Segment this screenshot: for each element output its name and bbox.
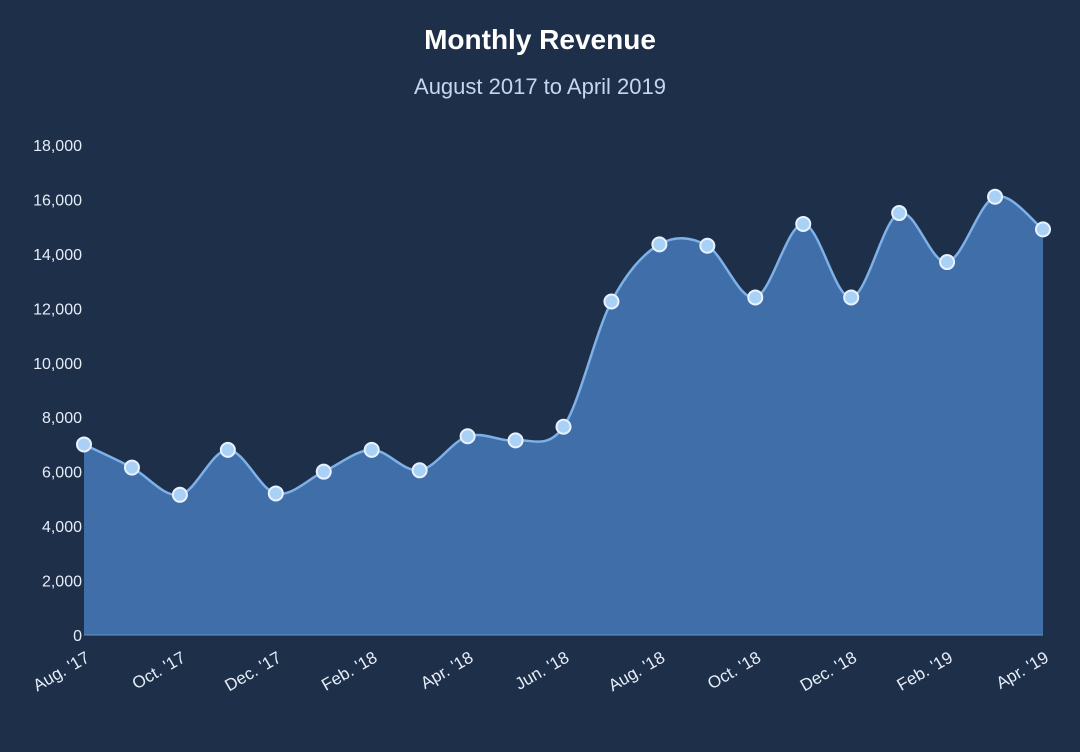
- x-tick-label: Dec. '18: [797, 648, 860, 695]
- data-point[interactable]: [603, 293, 620, 310]
- data-point[interactable]: [76, 436, 92, 453]
- data-point[interactable]: [939, 254, 956, 271]
- x-tick-label: Dec. '17: [222, 648, 285, 695]
- data-point[interactable]: [459, 428, 476, 445]
- data-point[interactable]: [747, 289, 764, 306]
- x-tick-label: Aug. '18: [605, 648, 668, 695]
- data-point[interactable]: [219, 441, 236, 458]
- chart-title: Monthly Revenue: [424, 24, 656, 55]
- y-tick-label: 4,000: [42, 519, 82, 536]
- y-tick-label: 8,000: [42, 410, 82, 427]
- data-point[interactable]: [555, 418, 572, 435]
- y-tick-label: 0: [73, 628, 82, 645]
- data-point[interactable]: [123, 459, 140, 476]
- data-point[interactable]: [411, 462, 428, 479]
- x-tick-label: Feb. '18: [318, 648, 380, 695]
- x-tick-label: Oct. '18: [704, 648, 764, 693]
- x-tick-label: Jun. '18: [512, 648, 573, 694]
- data-point[interactable]: [171, 486, 188, 503]
- y-tick-label: 10,000: [33, 356, 82, 373]
- y-tick-label: 16,000: [33, 192, 82, 209]
- x-tick-label: Oct. '17: [129, 648, 189, 693]
- data-point[interactable]: [267, 485, 284, 502]
- data-point[interactable]: [987, 188, 1004, 205]
- y-tick-label: 18,000: [33, 138, 82, 155]
- data-point[interactable]: [795, 215, 812, 232]
- data-point[interactable]: [699, 237, 716, 254]
- data-point[interactable]: [315, 463, 332, 480]
- x-axis: Aug. '17 Oct. '17 Dec. '17 Feb. '18 Apr. '18…: [30, 648, 1052, 695]
- y-axis: 0 2,000 4,000 6,000 8,000 10,000 12,000 14,000 1…: [33, 138, 82, 645]
- data-point[interactable]: [363, 441, 380, 458]
- area-layer: [83, 194, 1044, 636]
- y-tick-label: 2,000: [42, 574, 82, 591]
- y-tick-label: 6,000: [42, 465, 82, 482]
- series-area: [84, 196, 1043, 635]
- x-tick-label: Feb. '19: [894, 648, 956, 695]
- x-tick-label: Aug. '17: [30, 648, 93, 695]
- data-point[interactable]: [507, 432, 524, 449]
- chart-subtitle: August 2017 to April 2019: [414, 74, 666, 99]
- y-tick-label: 12,000: [33, 301, 82, 318]
- data-point[interactable]: [651, 236, 668, 253]
- y-tick-label: 14,000: [33, 247, 82, 264]
- x-tick-label: Apr. '18: [417, 648, 476, 693]
- data-point[interactable]: [1035, 221, 1051, 238]
- data-markers: [76, 188, 1051, 503]
- data-point[interactable]: [843, 289, 860, 306]
- x-tick-label: Apr. '19: [993, 648, 1052, 693]
- data-point[interactable]: [891, 205, 908, 222]
